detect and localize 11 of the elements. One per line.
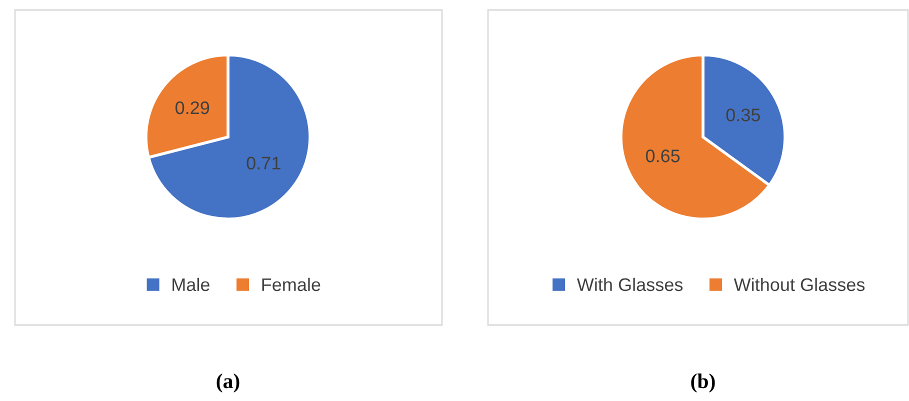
pie-slice <box>147 54 312 220</box>
data-label: 0.35 <box>726 108 760 122</box>
text: (a) <box>216 374 240 392</box>
legend-label: With Glasses <box>576 278 683 292</box>
data-label: 0.29 <box>176 101 210 114</box>
data-label: 0.65 <box>646 150 680 162</box>
legend-label: Male <box>172 278 210 292</box>
legend-label: Female <box>262 278 320 292</box>
data-label: 0.71 <box>246 156 280 170</box>
text: (b) <box>691 374 715 392</box>
legend-label: Without Glasses <box>734 278 865 292</box>
